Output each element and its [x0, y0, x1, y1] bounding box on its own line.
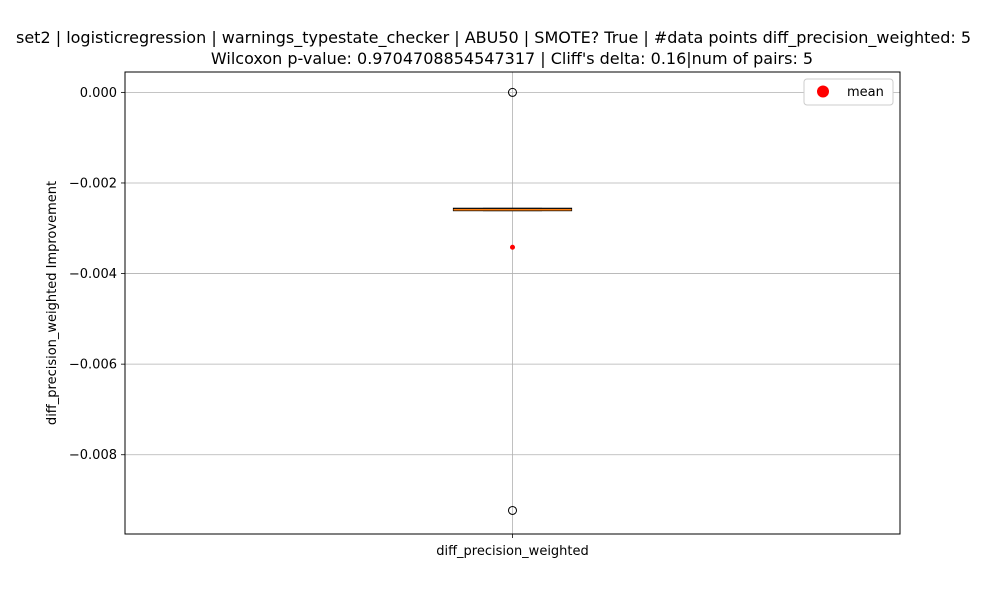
- legend-marker-mean: [817, 85, 829, 98]
- outlier-point: [508, 87, 517, 97]
- y-axis-label: diff_precision_weighted Improvement: [45, 181, 60, 425]
- legend-label-mean: mean: [847, 85, 884, 100]
- chart-title-line2: Wilcoxon p-value: 0.9704708854547317 | C…: [210, 49, 814, 68]
- y-tick-label: −0.006: [69, 358, 117, 373]
- x-tick-label: diff_precision_weighted: [436, 544, 589, 559]
- legend: mean: [803, 78, 894, 106]
- box-plot: [452, 87, 573, 515]
- y-tick-label: −0.004: [69, 267, 117, 282]
- mean-point: [510, 244, 515, 250]
- legend-frame: [803, 78, 894, 106]
- y-tick-label: 0.000: [80, 86, 117, 101]
- y-tick-label: −0.008: [69, 448, 117, 463]
- x-axis-ticks: diff_precision_weighted: [436, 534, 589, 559]
- y-tick-label: −0.002: [69, 176, 117, 191]
- grid-layer: [125, 72, 900, 534]
- plot-area-frame: [124, 71, 901, 535]
- y-axis-ticks: 0.000 −0.002 −0.004 −0.006 −0.008: [69, 86, 125, 463]
- chart-title-line1: set2 | logisticregression | warnings_typ…: [16, 28, 972, 47]
- outlier-point: [508, 505, 517, 515]
